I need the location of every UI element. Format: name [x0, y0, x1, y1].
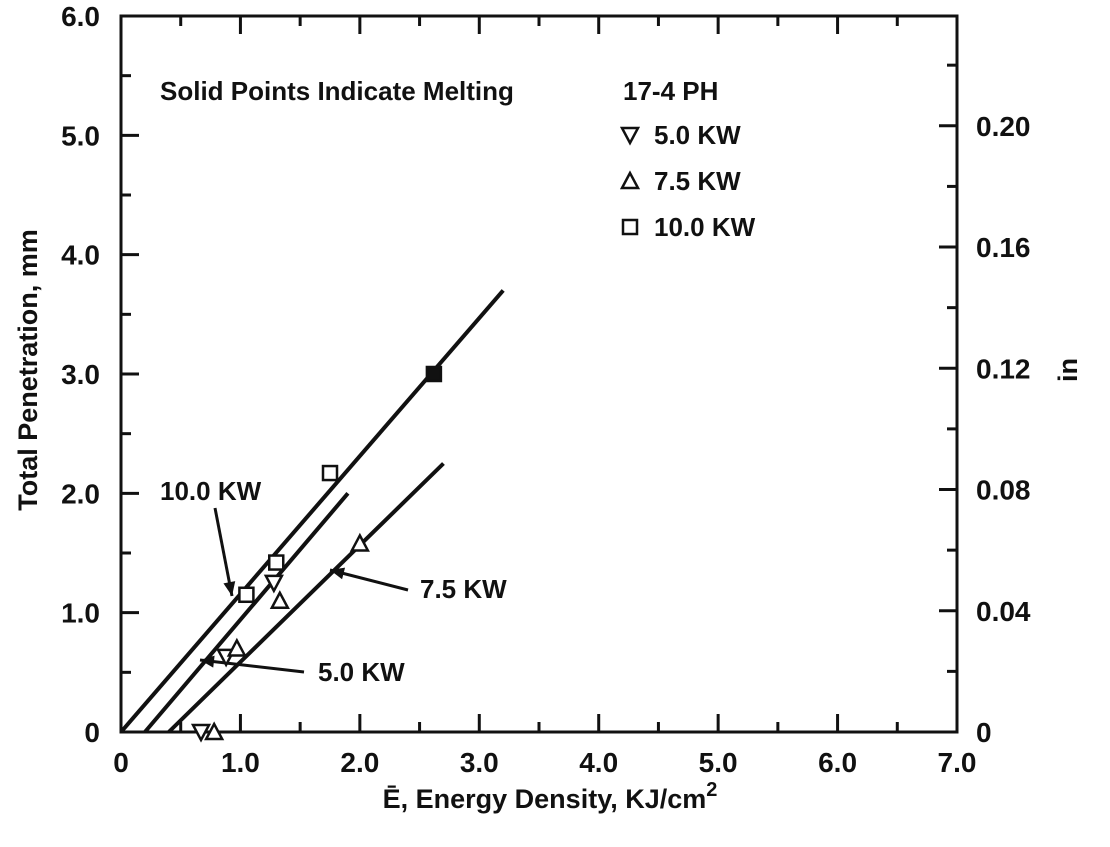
data-point	[263, 574, 284, 594]
y-tick-label: 2.0	[61, 478, 100, 509]
data-point	[268, 554, 285, 571]
y-right-tick-label: 0.16	[976, 232, 1031, 263]
y-right-axis-label: in	[1053, 358, 1083, 382]
y-tick-labels: 0 1.0 2.0 3.0 4.0 5.0 6.0	[61, 1, 100, 748]
data-point	[190, 723, 212, 743]
y-tick-label: 6.0	[61, 1, 100, 32]
legend-marker	[619, 126, 641, 146]
fit-labels: 5.0 KW 7.5 KW 10.0 KW	[160, 476, 507, 687]
legend-marker	[619, 170, 641, 190]
y-tick-label: 5.0	[61, 120, 100, 151]
y-tick-label: 1.0	[61, 598, 100, 629]
legend-title: 17-4 PH	[623, 76, 718, 106]
fit-line	[167, 462, 445, 734]
tick-marks	[119, 14, 959, 734]
y-right-tick-label: 0.08	[976, 475, 1031, 506]
data-points	[190, 365, 443, 743]
y-right-tick-label: 0	[976, 717, 992, 748]
x-tick-label: 3.0	[460, 747, 499, 778]
arrow-head	[330, 567, 346, 580]
fit-label-arrow	[199, 658, 305, 674]
fit-label-arrows	[199, 507, 409, 674]
data-point	[238, 586, 255, 604]
data-point	[269, 590, 290, 609]
x-axis-label: Ē, Energy Density, KJ/cm2	[383, 779, 718, 814]
y-right-tick-label: 0.20	[976, 111, 1031, 142]
x-tick-label: 2.0	[340, 747, 379, 778]
legend-marker	[621, 218, 639, 236]
y-right-tick-label: 0.12	[976, 353, 1031, 384]
x-tick-label: 6.0	[818, 747, 857, 778]
y-tick-label: 0	[84, 717, 100, 748]
melting-note: Solid Points Indicate Melting	[160, 76, 514, 106]
fit-line	[119, 289, 505, 734]
x-tick-label: 1.0	[221, 747, 260, 778]
data-point	[349, 532, 370, 552]
fit-label: 7.5 KW	[420, 574, 507, 604]
data-point	[425, 365, 443, 383]
x-tick-labels: 0 1.0 2.0 3.0 4.0 5.0 6.0 7.0	[113, 747, 976, 778]
legend-entry-label: 10.0 KW	[654, 212, 756, 242]
arrow-head	[200, 655, 215, 668]
legend-entry-label: 7.5 KW	[654, 166, 741, 196]
fit-line	[143, 492, 350, 734]
legend-entry-label: 5.0 KW	[654, 120, 741, 150]
legend: 17-4 PH 5.0 KW 7.5 KW 10.0 KW	[619, 76, 756, 242]
fit-lines	[119, 289, 505, 734]
y-tick-label: 4.0	[61, 240, 100, 271]
y-right-tick-label: 0.04	[976, 596, 1031, 627]
plot-frame	[119, 14, 959, 734]
fit-label: 5.0 KW	[318, 657, 405, 687]
arrow-head	[223, 581, 236, 596]
y-axis-label: Total Penetration, mm	[13, 229, 43, 511]
fit-label: 10.0 KW	[160, 476, 262, 506]
data-point	[204, 721, 225, 741]
data-point	[321, 464, 339, 482]
x-tick-label: 7.0	[938, 747, 977, 778]
x-tick-label: 0	[113, 747, 129, 778]
x-tick-label: 5.0	[699, 747, 738, 778]
x-tick-label: 4.0	[579, 747, 618, 778]
y-right-tick-labels: 0 0.04 0.08 0.12 0.16 0.20	[976, 111, 1031, 748]
fit-label-arrow	[213, 507, 234, 597]
y-tick-label: 3.0	[61, 359, 100, 390]
data-point	[226, 637, 247, 657]
